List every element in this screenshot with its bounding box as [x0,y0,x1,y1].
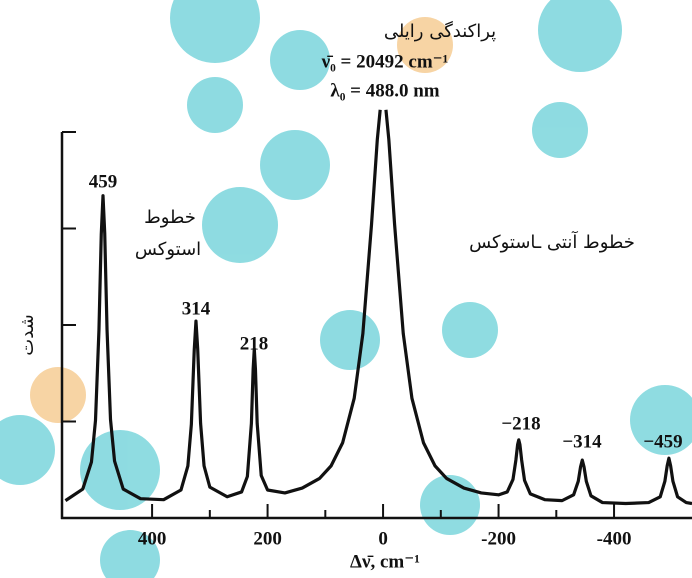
peak-label: −314 [562,431,602,452]
peak-label: −459 [643,431,682,452]
annotation: خطوط [144,207,196,228]
x-axis-title: Δν̄, cm⁻¹ [350,551,420,572]
x-tick-label: 400 [138,528,167,549]
peak-label: −218 [501,413,540,434]
x-tick-label: 0 [378,528,388,549]
x-tick-label: -400 [597,528,632,549]
annotation: خطوط آنتی ـاستوکس [469,230,635,253]
chart: پراکندگی رایلی ν̄₀ = 20492 cm⁻¹ λ₀ = 488… [0,0,692,578]
peak-label: 218 [240,333,269,354]
x-tick-label: -200 [481,528,516,549]
x-tick-label: 200 [253,528,282,549]
peak-label: 314 [182,298,211,319]
chart-title: پراکندگی رایلی [384,20,496,42]
annotation: استوکس [135,239,201,260]
peak-label: 459 [89,171,118,192]
y-axis-title: شدت [17,314,38,355]
subtitle: ν̄₀ = 20492 cm⁻¹ [321,51,449,72]
subtitle: λ₀ = 488.0 nm [330,80,439,101]
